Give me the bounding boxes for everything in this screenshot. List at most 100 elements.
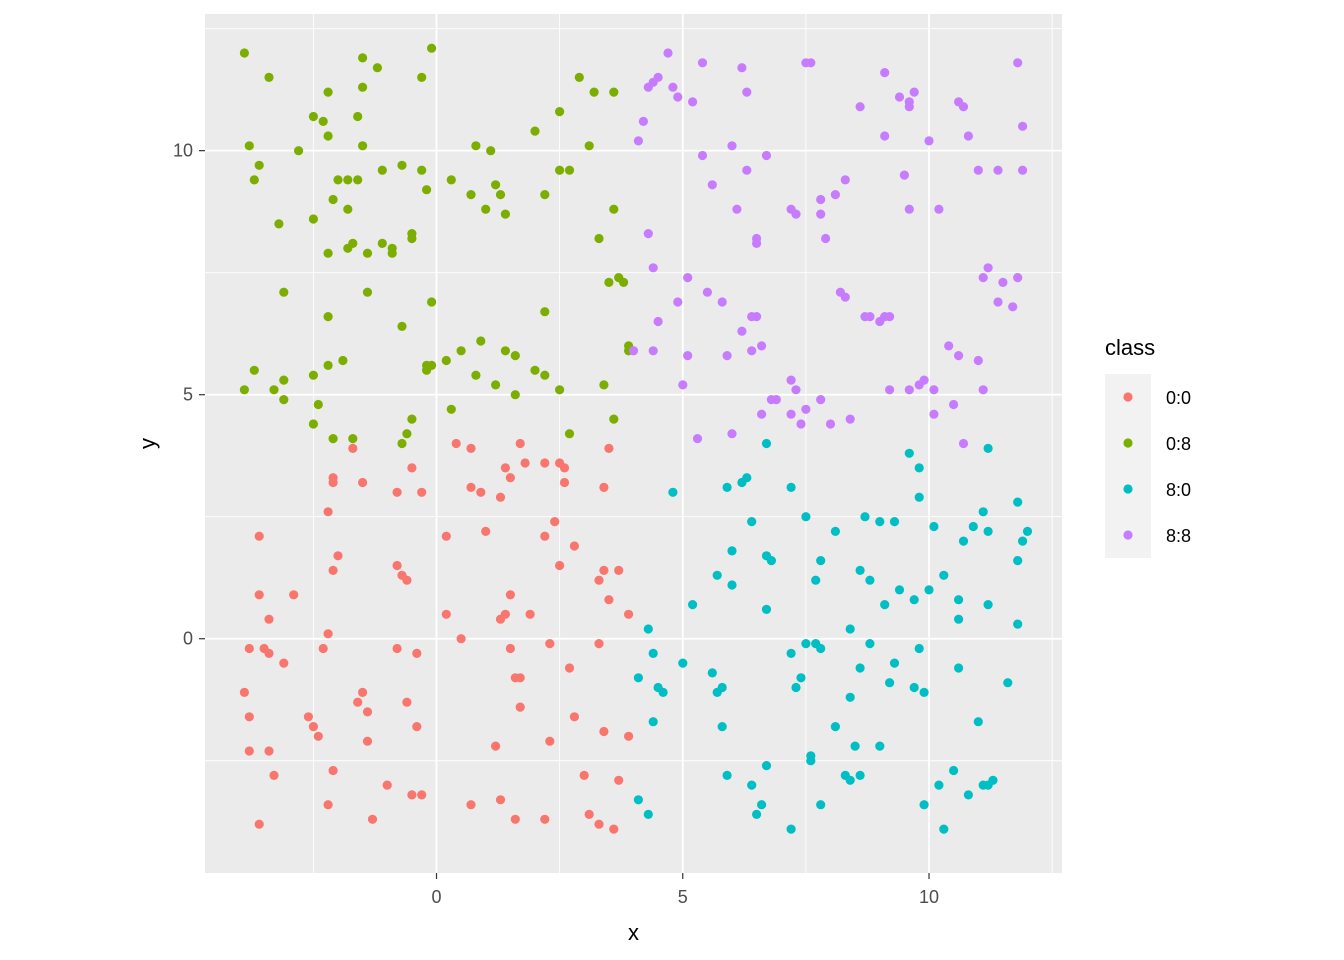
data-point <box>614 565 624 576</box>
data-point <box>323 800 333 810</box>
data-point <box>500 346 510 356</box>
data-point <box>328 434 338 444</box>
data-point <box>752 312 762 322</box>
data-point <box>722 482 732 492</box>
data-point <box>358 82 368 92</box>
data-point <box>954 595 964 605</box>
data-point <box>973 717 983 727</box>
data-point <box>648 346 658 356</box>
data-point <box>628 346 639 356</box>
data-point <box>239 48 249 58</box>
data-point <box>323 87 333 97</box>
data-point <box>564 663 575 673</box>
data-point <box>382 780 392 790</box>
data-point <box>495 190 506 200</box>
data-point <box>491 380 501 390</box>
data-point <box>919 687 929 698</box>
data-point <box>747 346 757 356</box>
data-point <box>500 609 510 619</box>
data-point <box>875 517 885 527</box>
data-point <box>830 722 841 732</box>
data-point <box>377 238 387 248</box>
data-point <box>579 770 589 781</box>
data-point <box>555 107 565 117</box>
data-point <box>609 204 619 214</box>
data-point <box>757 409 767 419</box>
data-point <box>574 72 584 82</box>
data-point <box>323 507 333 517</box>
data-point <box>303 712 313 722</box>
data-point <box>456 346 466 356</box>
data-point <box>885 385 895 395</box>
data-point <box>604 443 614 453</box>
data-point <box>1013 497 1023 507</box>
data-point <box>358 141 368 151</box>
data-point <box>855 770 865 781</box>
data-point <box>481 204 491 214</box>
data-point <box>540 458 550 468</box>
data-point <box>742 165 752 175</box>
data-point <box>757 800 767 810</box>
data-point <box>244 712 254 722</box>
data-point <box>392 487 402 497</box>
data-point <box>771 395 781 405</box>
data-point <box>614 775 624 785</box>
data-point <box>924 585 934 595</box>
x-axis: 0 5 10 <box>431 873 939 907</box>
data-point <box>929 521 939 532</box>
data-point <box>683 351 693 361</box>
data-point <box>865 312 875 322</box>
data-point <box>889 517 900 527</box>
data-point <box>564 429 575 439</box>
data-point <box>757 341 767 351</box>
data-point <box>978 385 988 395</box>
data-point <box>1013 58 1023 68</box>
data-point <box>294 146 304 156</box>
data-point <box>353 175 363 185</box>
data-point <box>427 360 437 370</box>
data-point <box>816 209 826 219</box>
data-point <box>239 687 249 698</box>
data-point <box>752 809 762 820</box>
data-point <box>481 526 491 537</box>
data-point <box>353 111 363 122</box>
legend-key <box>1123 392 1133 402</box>
x-tick-label: 5 <box>678 887 688 907</box>
data-point <box>993 297 1003 307</box>
data-point <box>761 438 772 449</box>
data-point <box>466 190 476 200</box>
legend-key <box>1123 530 1133 540</box>
data-point <box>653 316 663 327</box>
data-point <box>358 477 368 488</box>
data-point <box>279 658 289 668</box>
data-point <box>417 72 427 82</box>
data-point <box>958 438 969 449</box>
data-point <box>929 409 939 419</box>
data-point <box>648 263 658 273</box>
data-point <box>466 482 476 492</box>
data-point <box>392 560 402 571</box>
data-point <box>584 141 594 151</box>
data-point <box>540 307 550 317</box>
data-point <box>845 775 855 785</box>
data-point <box>668 82 678 92</box>
data-point <box>865 639 875 649</box>
legend-label: 0:8 <box>1166 434 1191 454</box>
data-point <box>328 473 338 483</box>
data-point <box>308 722 318 732</box>
data-point <box>830 190 841 200</box>
data-point <box>722 351 732 361</box>
legend-key <box>1123 438 1133 448</box>
data-point <box>427 43 437 53</box>
data-point <box>796 419 806 429</box>
data-point <box>850 741 860 751</box>
data-point <box>973 355 983 366</box>
data-point <box>510 814 520 824</box>
data-point <box>954 351 964 361</box>
data-point <box>983 443 993 453</box>
data-point <box>417 790 427 800</box>
data-point <box>456 634 466 644</box>
data-point <box>766 556 777 566</box>
data-point <box>732 204 742 214</box>
data-point <box>648 648 658 659</box>
